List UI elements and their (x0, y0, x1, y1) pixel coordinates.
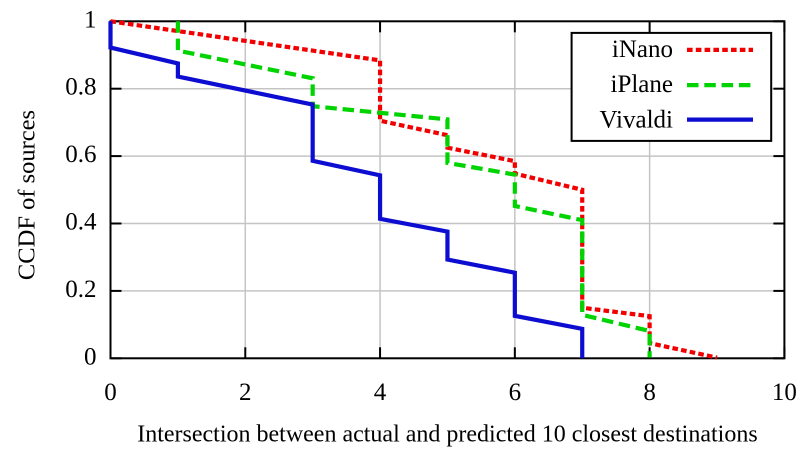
svg-text:6: 6 (509, 379, 522, 406)
svg-text:iPlane: iPlane (611, 71, 674, 98)
svg-text:2: 2 (239, 379, 252, 406)
svg-text:0.4: 0.4 (65, 209, 97, 236)
svg-text:0.2: 0.2 (65, 276, 96, 303)
svg-text:0.6: 0.6 (65, 141, 96, 168)
svg-text:0: 0 (84, 343, 97, 370)
svg-text:4: 4 (374, 379, 387, 406)
svg-text:Intersection between actual an: Intersection between actual and predicte… (137, 422, 757, 448)
svg-text:0: 0 (104, 379, 117, 406)
svg-text:iNano: iNano (612, 36, 673, 63)
svg-text:10: 10 (772, 379, 797, 406)
svg-text:Vivaldi: Vivaldi (600, 107, 674, 134)
svg-text:8: 8 (643, 379, 656, 406)
svg-text:1: 1 (84, 6, 97, 33)
svg-text:0.8: 0.8 (65, 74, 96, 101)
svg-text:CCDF of sources: CCDF of sources (14, 110, 41, 280)
